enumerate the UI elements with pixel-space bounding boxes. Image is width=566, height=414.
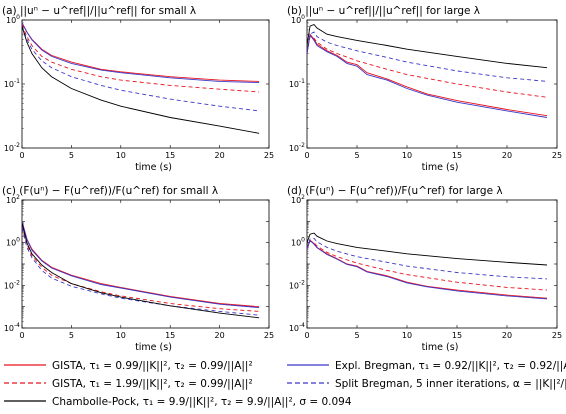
x-tick-label: 20 [215, 151, 225, 160]
x-tick-label: 15 [165, 151, 175, 160]
y-tick-label: 10-2 [289, 279, 305, 290]
x-tick-label: 25 [552, 151, 562, 160]
series-line-gista_2 [22, 24, 260, 93]
x-axis-label: time (s) [422, 342, 459, 353]
series-line-split [307, 31, 548, 82]
x-tick-label: 5 [354, 151, 359, 160]
x-axis-label: time (s) [422, 162, 459, 173]
series-line-chambolle [307, 232, 548, 266]
plot-frame [21, 199, 270, 329]
legend-item-bregman: Expl. Bregman, τ₁ = 0.92/||K||², τ₂ = 0.… [287, 360, 566, 372]
series-line-chambolle [22, 26, 260, 134]
series-line-split [22, 227, 260, 316]
series-line-gista_2 [307, 35, 548, 98]
plot-frame [306, 199, 558, 329]
legend-label: Expl. Bregman, τ₁ = 0.92/||K||², τ₂ = 0.… [335, 360, 566, 372]
y-tick-label: 10-1 [289, 78, 305, 89]
series-line-bregman [22, 22, 260, 84]
y-tick-label: 10-2 [289, 142, 305, 153]
y-tick-label: 100 [291, 14, 305, 25]
legend: GISTA, τ₁ = 0.99/||K||², τ₂ = 0.99/||A||… [4, 360, 566, 408]
x-tick-label: 10 [116, 331, 126, 340]
chart-panel-3: (c) (F(uⁿ) − F(u^ref))/F(u^ref) for smal… [2, 185, 274, 353]
y-tick-label: 10-4 [4, 322, 20, 333]
x-tick-label: 0 [19, 331, 24, 340]
x-tick-label: 15 [165, 331, 175, 340]
series-line-gista_2 [307, 240, 548, 291]
legend-label: Chambolle-Pock, τ₁ = 9.9/||K||², τ₂ = 9.… [52, 396, 352, 408]
legend-label: Split Bregman, 5 inner iterations, α = |… [335, 378, 566, 390]
series-line-gista_1 [307, 33, 548, 117]
y-tick-label: 102 [291, 194, 305, 205]
series-line-split [22, 26, 260, 112]
x-tick-label: 20 [502, 151, 512, 160]
x-tick-label: 0 [19, 151, 24, 160]
y-tick-label: 10-1 [4, 78, 20, 89]
legend-label: GISTA, τ₁ = 0.99/||K||², τ₂ = 0.99/||A||… [52, 360, 253, 372]
legend-item-chambolle: Chambolle-Pock, τ₁ = 9.9/||K||², τ₂ = 9.… [4, 396, 352, 408]
y-tick-label: 10-2 [4, 279, 20, 290]
x-tick-label: 5 [354, 331, 359, 340]
series-line-split [307, 237, 548, 280]
x-tick-label: 0 [304, 151, 309, 160]
series-line-bregman [307, 33, 548, 118]
x-axis-label: time (s) [135, 162, 172, 173]
series-line-chambolle [307, 23, 548, 69]
y-tick-label: 100 [6, 14, 20, 25]
plot-frame [306, 19, 558, 149]
x-tick-label: 15 [452, 151, 462, 160]
y-tick-label: 100 [6, 237, 20, 248]
legend-item-split: Split Bregman, 5 inner iterations, α = |… [287, 378, 566, 390]
chart-title: (b) ||uⁿ − u^ref||/||u^ref|| for large λ [287, 5, 480, 17]
x-tick-label: 5 [69, 151, 74, 160]
x-tick-label: 25 [552, 331, 562, 340]
x-tick-label: 20 [502, 331, 512, 340]
x-tick-label: 20 [215, 331, 225, 340]
x-tick-label: 10 [402, 151, 412, 160]
y-tick-label: 10-4 [289, 322, 305, 333]
legend-item-gista_2: GISTA, τ₁ = 1.99/||K||², τ₂ = 0.99/||A||… [4, 378, 253, 390]
x-tick-label: 0 [304, 331, 309, 340]
x-tick-label: 10 [116, 151, 126, 160]
series-line-bregman [307, 239, 548, 300]
chart-panel-4: (d) (F(uⁿ) − F(u^ref))/F(u^ref) for larg… [287, 185, 562, 353]
chart-title: (a) ||uⁿ − u^ref||/||u^ref|| for small λ [2, 5, 196, 17]
chart-title: (c) (F(uⁿ) − F(u^ref))/F(u^ref) for smal… [2, 185, 218, 197]
y-tick-label: 10-2 [4, 142, 20, 153]
y-tick-label: 100 [291, 237, 305, 248]
x-tick-label: 15 [452, 331, 462, 340]
x-tick-label: 10 [402, 331, 412, 340]
legend-item-gista_1: GISTA, τ₁ = 0.99/||K||², τ₂ = 0.99/||A||… [4, 360, 253, 372]
y-tick-label: 102 [6, 194, 20, 205]
chart-title: (d) (F(uⁿ) − F(u^ref))/F(u^ref) for larg… [287, 185, 503, 197]
chart-panel-1: (a) ||uⁿ − u^ref||/||u^ref|| for small λ… [2, 5, 274, 173]
legend-label: GISTA, τ₁ = 1.99/||K||², τ₂ = 0.99/||A||… [52, 378, 253, 390]
x-tick-label: 25 [264, 331, 274, 340]
series-line-bregman [22, 221, 260, 309]
x-tick-label: 25 [264, 151, 274, 160]
x-tick-label: 5 [69, 331, 74, 340]
chart-panel-2: (b) ||uⁿ − u^ref||/||u^ref|| for large λ… [287, 5, 562, 173]
x-axis-label: time (s) [135, 342, 172, 353]
series-line-chambolle [22, 223, 260, 319]
